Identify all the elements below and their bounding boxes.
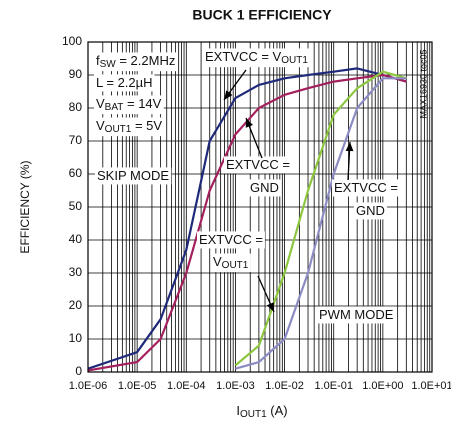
annotation-bg bbox=[197, 231, 265, 249]
plot-frame bbox=[87, 41, 433, 373]
text-part: f bbox=[96, 53, 100, 68]
text-part: (A) bbox=[267, 403, 288, 418]
text-part: OUT1 bbox=[240, 409, 267, 420]
lines bbox=[87, 67, 407, 372]
x-tick-label: 1.0E-01 bbox=[314, 380, 353, 392]
annotation-bg bbox=[94, 52, 178, 72]
text-part: SW bbox=[100, 59, 117, 70]
x-tick-label: 1.0E+01 bbox=[411, 380, 451, 392]
arrow bbox=[345, 141, 354, 181]
text-part: GND bbox=[356, 203, 385, 218]
text-part: I bbox=[236, 403, 240, 418]
x-tick-label: 1.0E-05 bbox=[118, 380, 157, 392]
x-tick-label: 1.0E-02 bbox=[265, 380, 304, 392]
annotation: fSW = 2.2MHz bbox=[96, 53, 175, 70]
text-part: SKIP MODE bbox=[97, 168, 169, 183]
annotation-bg bbox=[94, 74, 155, 92]
text-part: = 2.2MHz bbox=[116, 53, 176, 68]
annotation: PWM MODE bbox=[319, 307, 394, 322]
annotation-bg bbox=[203, 48, 311, 68]
y-tick-label: 70 bbox=[69, 133, 83, 147]
text-part: EXTVCC = bbox=[226, 157, 290, 172]
annotation: SKIP MODE bbox=[97, 168, 169, 183]
annotation-bg bbox=[94, 117, 165, 137]
annotation: EXTVCC = bbox=[226, 157, 290, 172]
annotation: VOUT1 = 5V bbox=[96, 118, 162, 135]
text-part: BAT bbox=[105, 102, 124, 113]
text-part: PWM MODE bbox=[319, 307, 394, 322]
annotation: EXTVCC = bbox=[199, 232, 263, 247]
annotation: GND bbox=[250, 180, 279, 195]
annotation: VOUT1 bbox=[213, 254, 249, 271]
text-part: = 14V bbox=[123, 96, 161, 111]
x-axis-label: IOUT1 (A) bbox=[236, 403, 287, 420]
series-line bbox=[235, 77, 407, 370]
side-note: MAX16930 toc05 bbox=[418, 49, 428, 118]
y-tick-label: 50 bbox=[69, 199, 83, 213]
y-tick-label: 10 bbox=[69, 331, 83, 345]
y-tick-label: 60 bbox=[69, 166, 83, 180]
series-line bbox=[87, 67, 407, 370]
x-tick-label: 1.0E-03 bbox=[216, 380, 255, 392]
y-tick-label: 20 bbox=[69, 298, 83, 312]
y-tick-label: 100 bbox=[62, 34, 82, 48]
text-part: OUT1 bbox=[281, 55, 308, 66]
annotation-bg bbox=[94, 95, 164, 115]
annotation: L = 2.2µH bbox=[96, 75, 153, 90]
annotation: EXTVCC = VOUT1 bbox=[205, 49, 308, 66]
arrow bbox=[257, 275, 275, 313]
text-part: EXTVCC = bbox=[199, 232, 263, 247]
text-part: V bbox=[96, 96, 105, 111]
annotation-bg bbox=[317, 306, 396, 324]
text-part: V bbox=[213, 254, 222, 269]
text-part: EXTVCC = V bbox=[205, 49, 282, 64]
arrow bbox=[223, 69, 247, 101]
text-part: GND bbox=[250, 180, 279, 195]
x-tick-label: 1.0E-06 bbox=[69, 380, 108, 392]
arrow bbox=[245, 117, 263, 159]
annotation-bg bbox=[354, 202, 387, 220]
text-part: = 5V bbox=[131, 118, 162, 133]
annotation: VBAT = 14V bbox=[96, 96, 162, 113]
annotation: EXTVCC = bbox=[334, 180, 398, 195]
annotation: GND bbox=[356, 203, 385, 218]
text-part: EXTVCC = bbox=[334, 180, 398, 195]
x-tick-label: 1.0E-04 bbox=[167, 380, 206, 392]
y-tick-label: 90 bbox=[69, 67, 83, 81]
y-tick-label: 0 bbox=[75, 364, 82, 378]
text-part: OUT1 bbox=[105, 124, 132, 135]
y-tick-label: 80 bbox=[69, 100, 83, 114]
text-part: OUT1 bbox=[222, 260, 249, 271]
text-part: V bbox=[96, 118, 105, 133]
y-axis-label: EFFICIENCY (%) bbox=[18, 160, 32, 253]
annotation-bg bbox=[332, 179, 400, 197]
text-part: L = 2.2µH bbox=[96, 75, 153, 90]
series-line bbox=[87, 73, 407, 372]
x-tick-label: 1.0E+00 bbox=[362, 380, 403, 392]
annotation-bg bbox=[211, 253, 251, 273]
y-tick-label: 40 bbox=[69, 232, 83, 246]
chart-title: BUCK 1 EFFICIENCY bbox=[192, 7, 332, 23]
annotation-bg bbox=[248, 179, 281, 197]
series-line bbox=[234, 70, 407, 367]
annotation-bg bbox=[95, 167, 172, 185]
y-tick-label: 30 bbox=[69, 265, 83, 279]
arrows bbox=[223, 69, 354, 313]
annotation-bg bbox=[224, 156, 292, 174]
